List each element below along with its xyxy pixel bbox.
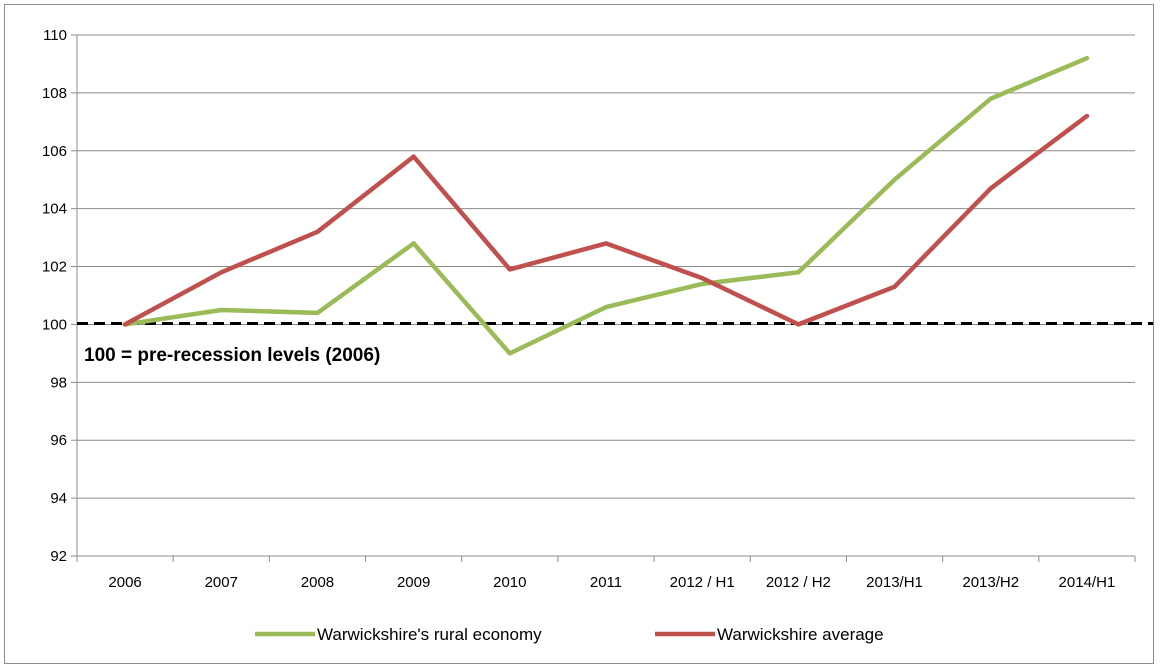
data-point [892,177,897,182]
data-point [411,241,416,246]
legend: Warwickshire's rural economy Warwickshire… [255,625,884,644]
series-lines [122,55,1090,356]
x-tick-label: 2006 [108,574,141,591]
y-tick-label: 94 [50,490,67,507]
x-tick-label: 2007 [205,574,238,591]
data-point [315,310,320,315]
x-tick-label: 2013/H2 [962,574,1019,591]
legend-label-1: Warwickshire average [717,625,884,644]
x-tick-label: 2013/H1 [866,574,923,591]
y-tick-label: 104 [42,201,67,218]
y-tick-label: 106 [42,143,67,160]
data-point [219,270,224,275]
series-line-0 [122,55,1090,356]
data-point [1084,56,1089,61]
data-point [988,186,993,191]
y-tick-label: 100 [42,316,67,333]
data-point [604,241,608,246]
x-tick-label: 2012 / H2 [766,574,831,591]
x-tick-label: 2014/H1 [1059,574,1116,591]
data-point [123,322,128,327]
chart-frame [4,4,1154,664]
data-point [700,276,705,281]
y-tick-label: 92 [50,548,67,565]
data-point [796,270,801,275]
data-point [604,305,608,310]
y-tick-label: 108 [42,85,67,102]
data-point [796,322,801,327]
y-tick-label: 98 [50,374,67,391]
data-point [411,154,416,159]
x-tick-label: 2011 [590,574,622,591]
y-tick-label: 102 [42,259,67,276]
data-point [1084,114,1089,119]
data-point [700,281,705,286]
x-tick-label: 2012 / H1 [670,574,735,591]
data-point [988,96,993,101]
legend-label-0: Warwickshire's rural economy [317,625,542,644]
x-tick-label: 2009 [397,574,430,591]
data-point [315,229,320,234]
y-tick-label: 96 [50,432,67,449]
data-point [219,307,224,312]
data-point [507,351,512,356]
data-point [892,284,897,289]
x-tick-label: 2008 [301,574,334,591]
axes: 92 94 96 98 100 102 104 106 108 110 2006 2007 2008 20… [42,27,1136,591]
data-point [507,267,512,272]
annotation-pre-recession: 100 = pre-recession levels (2006) [84,345,380,366]
gridlines [77,34,1135,499]
series-line-1 [122,113,1090,327]
x-tick-label: 2010 [493,574,526,591]
y-tick-label: 110 [43,27,67,44]
